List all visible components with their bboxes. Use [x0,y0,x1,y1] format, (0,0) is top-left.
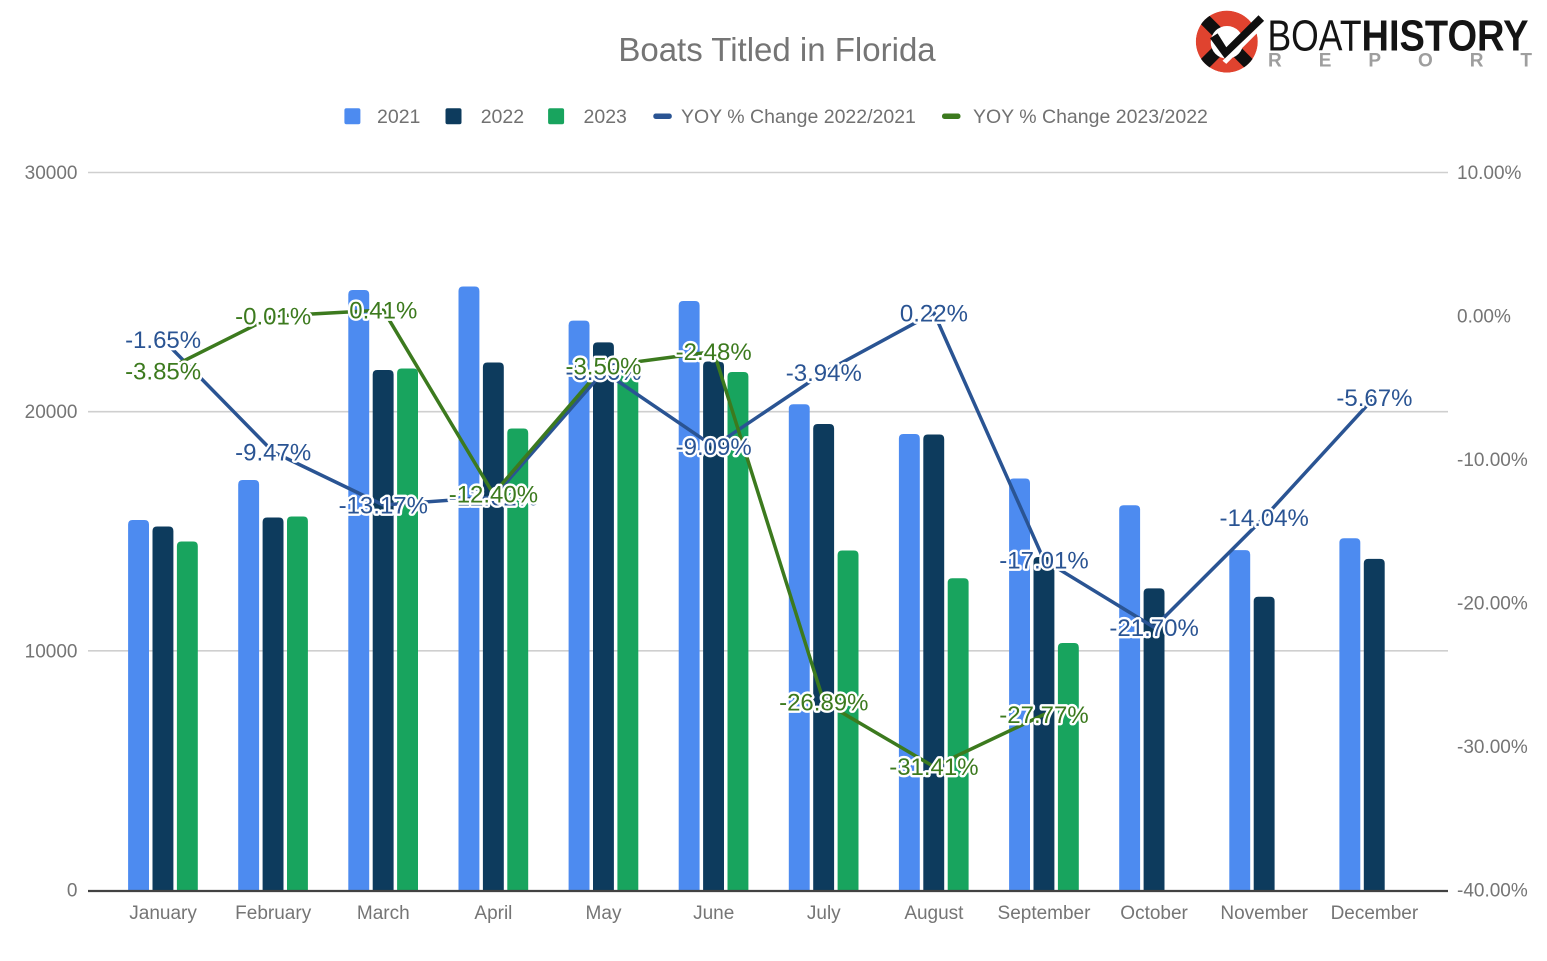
svg-text:0.41%: 0.41% [349,298,417,325]
svg-text:-17.01%: -17.01% [999,548,1088,575]
svg-text:July: July [807,903,841,924]
svg-text:August: August [904,903,964,924]
svg-text:-26.89%: -26.89% [779,689,868,716]
svg-text:-14.04%: -14.04% [1220,505,1309,532]
svg-text:2022: 2022 [481,106,524,128]
svg-text:-3.50%: -3.50% [565,354,641,381]
svg-text:November: November [1220,903,1308,924]
svg-text:September: September [998,903,1092,924]
svg-text:-27.77%: -27.77% [999,702,1088,729]
svg-text:HISTORY: HISTORY [1362,12,1529,61]
svg-text:2021: 2021 [377,106,420,128]
svg-text:June: June [693,903,734,924]
svg-text:2023: 2023 [584,106,627,128]
svg-text:-3.94%: -3.94% [786,360,862,387]
svg-text:February: February [235,903,312,924]
svg-text:20000: 20000 [25,402,78,423]
svg-text:BOAT: BOAT [1268,12,1362,61]
svg-text:-3.86%: -3.86% [565,359,641,386]
svg-text:December: December [1331,903,1419,924]
svg-text:March: March [357,903,410,924]
svg-text:-5.67%: -5.67% [1336,385,1412,412]
svg-text:0.22%: 0.22% [900,300,968,327]
svg-text:YOY % Change 2023/2022: YOY % Change 2023/2022 [973,106,1208,128]
svg-text:YOY % Change 2022/2021: YOY % Change 2022/2021 [681,106,916,128]
svg-text:0: 0 [67,881,78,902]
svg-text:30000: 30000 [25,163,78,184]
svg-text:January: January [129,903,197,924]
svg-text:10000: 10000 [25,641,78,662]
svg-text:Boats Titled in Florida: Boats Titled in Florida [618,31,936,68]
svg-text:-3.85%: -3.85% [125,359,201,386]
svg-text:-2.48%: -2.48% [676,339,752,366]
svg-text:-10.00%: -10.00% [1457,450,1528,471]
svg-text:-40.00%: -40.00% [1457,881,1528,902]
svg-text:-31.41%: -31.41% [889,754,978,781]
svg-text:-21.70%: -21.70% [1109,615,1198,642]
svg-text:-12.40%: -12.40% [449,481,538,508]
svg-text:April: April [474,903,512,924]
svg-text:-1.65%: -1.65% [125,327,201,354]
svg-text:May: May [586,903,622,924]
svg-text:-0.01%: -0.01% [235,304,311,331]
svg-text:-9.47%: -9.47% [235,439,311,466]
svg-text:-13.17%: -13.17% [339,493,428,520]
svg-text:-20.00%: -20.00% [1457,594,1528,615]
svg-text:October: October [1120,903,1188,924]
svg-text:-9.09%: -9.09% [676,434,752,461]
svg-text:-30.00%: -30.00% [1457,737,1528,758]
svg-text:-12.62%: -12.62% [449,485,538,512]
svg-text:10.00%: 10.00% [1457,163,1522,184]
svg-text:0.00%: 0.00% [1457,307,1511,328]
